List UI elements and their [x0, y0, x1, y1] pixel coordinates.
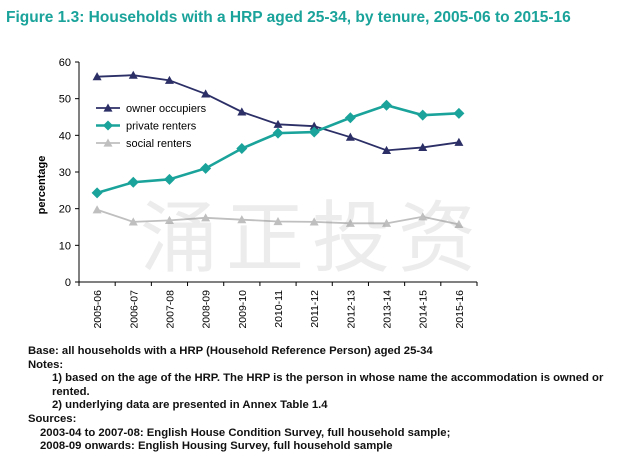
- y-axis-label: percentage: [36, 156, 48, 215]
- x-tick-label: 2014-15: [418, 290, 430, 329]
- data-point: [345, 132, 355, 141]
- y-tick-label: 60: [59, 57, 71, 69]
- data-point: [128, 70, 138, 79]
- data-point: [344, 112, 356, 124]
- legend-marker: [103, 120, 113, 131]
- x-tick-label: 2012-13: [345, 290, 357, 329]
- data-point: [164, 215, 174, 224]
- x-tick-label: 2013-14: [382, 290, 394, 329]
- data-point: [417, 109, 429, 121]
- x-tick-label: 2005-06: [92, 290, 104, 329]
- chart-notes: Base: all households with a HRP (Househo…: [28, 345, 628, 454]
- data-point: [309, 121, 319, 130]
- data-point: [92, 205, 102, 214]
- data-point: [381, 99, 393, 111]
- y-tick-label: 30: [59, 167, 71, 179]
- data-point: [200, 162, 212, 174]
- data-point: [201, 89, 211, 98]
- notes-heading: Notes:: [28, 358, 64, 371]
- y-tick-label: 40: [59, 130, 71, 142]
- data-point: [163, 173, 175, 185]
- legend-label: private renters: [126, 121, 197, 133]
- data-point: [273, 217, 283, 226]
- line-chart: 0 10 20 30 40 50 60 2005-06 2006-07 2007-08 2008-0…: [36, 57, 478, 329]
- data-point: [418, 212, 428, 221]
- data-point: [92, 72, 102, 81]
- x-tick-label: 2008-09: [201, 290, 213, 329]
- data-point: [418, 142, 428, 152]
- y-tick-label: 10: [59, 240, 71, 252]
- data-point: [453, 107, 465, 119]
- data-point: [308, 126, 320, 138]
- x-tick-label: 2011-12: [309, 290, 321, 328]
- legend-label: social renters: [126, 138, 192, 150]
- data-point: [127, 176, 139, 188]
- y-tick-label: 0: [65, 277, 71, 289]
- note-1: 1) based on the age of the HRP. The HRP …: [52, 372, 604, 398]
- data-point: [237, 215, 247, 224]
- data-point: [128, 217, 138, 226]
- data-point: [272, 127, 284, 139]
- data-point: [309, 217, 319, 226]
- x-tick-label: 2010-11: [273, 290, 285, 328]
- data-point: [273, 119, 283, 128]
- data-point: [382, 218, 392, 227]
- data-point: [345, 218, 355, 227]
- data-point: [236, 143, 248, 155]
- source-1: 2003-04 to 2007-08: English House Condit…: [40, 426, 451, 439]
- legend-label: owner occupiers: [126, 103, 207, 115]
- note-2: 2) underlying data are presented in Anne…: [52, 399, 328, 412]
- data-point: [201, 213, 211, 222]
- data-point: [382, 145, 392, 154]
- base-note: Base: all households with a HRP (Househo…: [28, 345, 433, 357]
- sources-heading: Sources:: [28, 412, 77, 425]
- data-point: [91, 187, 103, 199]
- x-tick-label: 2015-16: [454, 290, 466, 329]
- y-tick-label: 20: [59, 204, 71, 216]
- data-point: [164, 75, 174, 84]
- y-tick-label: 50: [59, 94, 71, 106]
- figure-title: Figure 1.3: Households with a HRP aged 2…: [6, 9, 571, 26]
- source-2: 2008-09 onwards: English Housing Survey,…: [40, 440, 393, 453]
- data-point: [454, 137, 464, 146]
- x-tick-label: 2009-10: [237, 290, 249, 329]
- legend-marker: [103, 103, 113, 112]
- data-point: [237, 107, 247, 116]
- x-tick-label: 2006-07: [128, 290, 140, 329]
- data-point: [454, 219, 464, 229]
- x-tick-label: 2007-08: [164, 290, 176, 329]
- legend-marker: [103, 138, 113, 147]
